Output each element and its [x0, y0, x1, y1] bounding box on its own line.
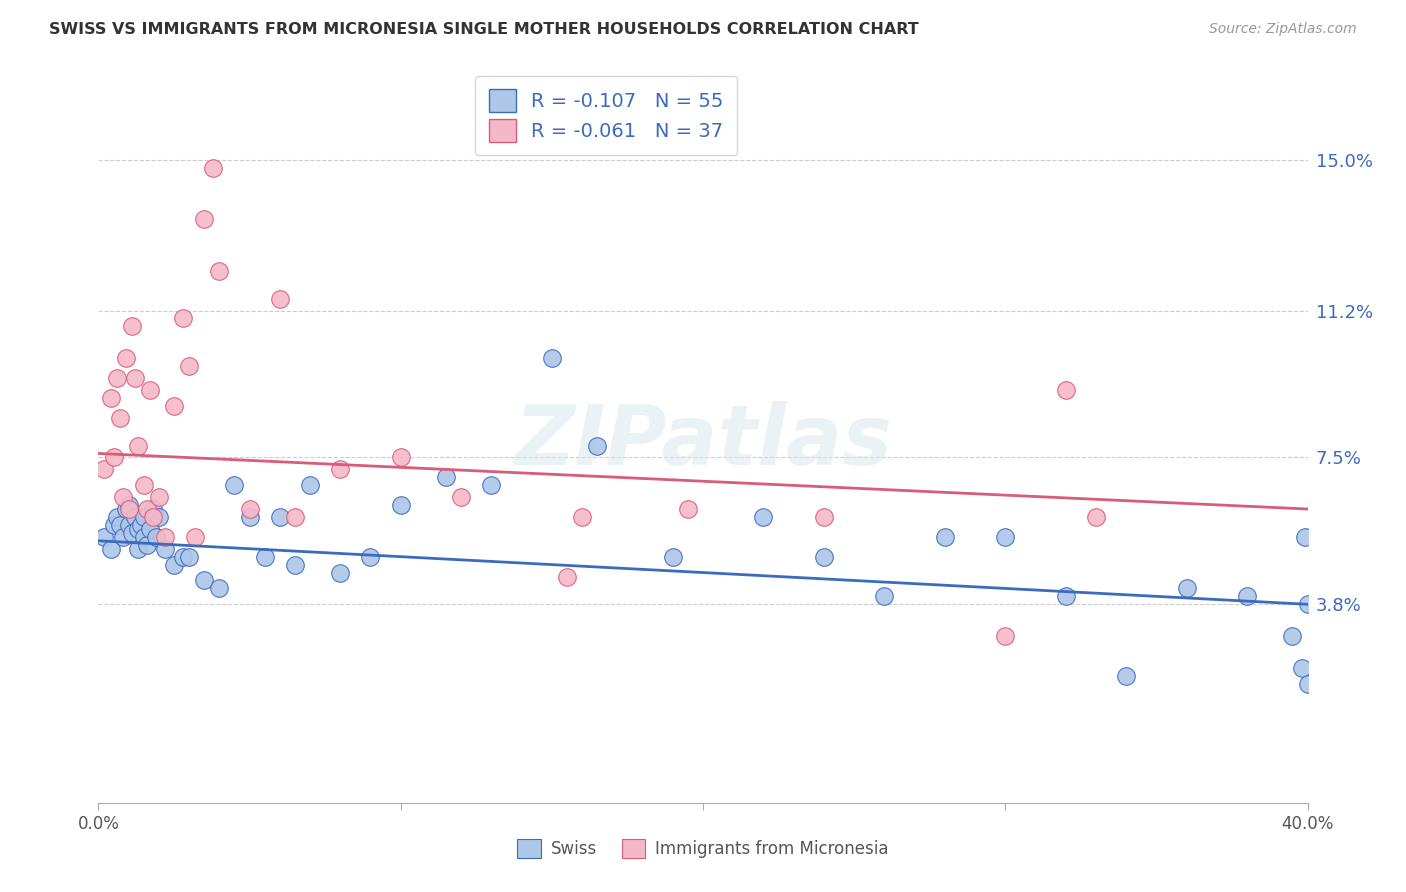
- Point: [93, 462, 115, 476]
- Point: [481, 478, 503, 492]
- Point: [163, 399, 186, 413]
- Point: [269, 292, 291, 306]
- Point: [108, 517, 131, 532]
- Point: [239, 502, 262, 516]
- Point: [132, 530, 155, 544]
- Point: [1294, 530, 1316, 544]
- Point: [450, 490, 472, 504]
- Point: [184, 530, 207, 544]
- Point: [193, 574, 215, 588]
- Point: [1236, 590, 1258, 604]
- Point: [1054, 383, 1077, 397]
- Point: [111, 490, 134, 504]
- Point: [179, 359, 201, 373]
- Text: ZIPatlas: ZIPatlas: [515, 401, 891, 482]
- Point: [208, 264, 231, 278]
- Text: Source: ZipAtlas.com: Source: ZipAtlas.com: [1209, 22, 1357, 37]
- Point: [571, 510, 593, 524]
- Point: [118, 517, 141, 532]
- Point: [284, 558, 307, 572]
- Point: [111, 530, 134, 544]
- Point: [114, 351, 136, 366]
- Point: [121, 525, 143, 540]
- Point: [813, 549, 835, 564]
- Point: [661, 549, 683, 564]
- Point: [127, 438, 149, 452]
- Point: [224, 478, 246, 492]
- Point: [1175, 582, 1198, 596]
- Point: [555, 569, 578, 583]
- Point: [1291, 661, 1313, 675]
- Point: [139, 383, 162, 397]
- Point: [103, 450, 125, 465]
- Point: [139, 522, 162, 536]
- Legend: Swiss, Immigrants from Micronesia: Swiss, Immigrants from Micronesia: [509, 830, 897, 867]
- Point: [105, 510, 128, 524]
- Point: [142, 510, 165, 524]
- Point: [163, 558, 186, 572]
- Point: [253, 549, 276, 564]
- Point: [135, 502, 157, 516]
- Point: [142, 502, 165, 516]
- Point: [114, 502, 136, 516]
- Point: [1054, 590, 1077, 604]
- Point: [132, 510, 155, 524]
- Point: [239, 510, 262, 524]
- Point: [329, 462, 352, 476]
- Point: [1296, 676, 1319, 690]
- Point: [124, 510, 146, 524]
- Point: [172, 311, 194, 326]
- Point: [1115, 669, 1137, 683]
- Point: [179, 549, 201, 564]
- Point: [93, 530, 115, 544]
- Point: [100, 541, 122, 556]
- Point: [118, 498, 141, 512]
- Point: [934, 530, 956, 544]
- Point: [1085, 510, 1108, 524]
- Point: [105, 371, 128, 385]
- Point: [360, 549, 382, 564]
- Point: [148, 490, 170, 504]
- Point: [540, 351, 562, 366]
- Point: [873, 590, 896, 604]
- Point: [132, 478, 155, 492]
- Point: [153, 530, 176, 544]
- Point: [145, 530, 167, 544]
- Point: [389, 450, 412, 465]
- Point: [193, 212, 215, 227]
- Point: [434, 470, 457, 484]
- Point: [299, 478, 322, 492]
- Point: [994, 629, 1017, 643]
- Point: [269, 510, 291, 524]
- Point: [124, 371, 146, 385]
- Point: [121, 319, 143, 334]
- Point: [389, 498, 412, 512]
- Point: [202, 161, 225, 175]
- Point: [208, 582, 231, 596]
- Point: [813, 510, 835, 524]
- Text: SWISS VS IMMIGRANTS FROM MICRONESIA SINGLE MOTHER HOUSEHOLDS CORRELATION CHART: SWISS VS IMMIGRANTS FROM MICRONESIA SING…: [49, 22, 920, 37]
- Point: [127, 541, 149, 556]
- Point: [108, 410, 131, 425]
- Point: [752, 510, 775, 524]
- Point: [1296, 597, 1319, 611]
- Point: [329, 566, 352, 580]
- Point: [284, 510, 307, 524]
- Point: [103, 517, 125, 532]
- Point: [127, 522, 149, 536]
- Point: [994, 530, 1017, 544]
- Point: [148, 510, 170, 524]
- Point: [586, 438, 609, 452]
- Point: [153, 541, 176, 556]
- Point: [172, 549, 194, 564]
- Point: [118, 502, 141, 516]
- Point: [676, 502, 699, 516]
- Point: [100, 391, 122, 405]
- Point: [129, 517, 152, 532]
- Point: [1281, 629, 1303, 643]
- Point: [135, 538, 157, 552]
